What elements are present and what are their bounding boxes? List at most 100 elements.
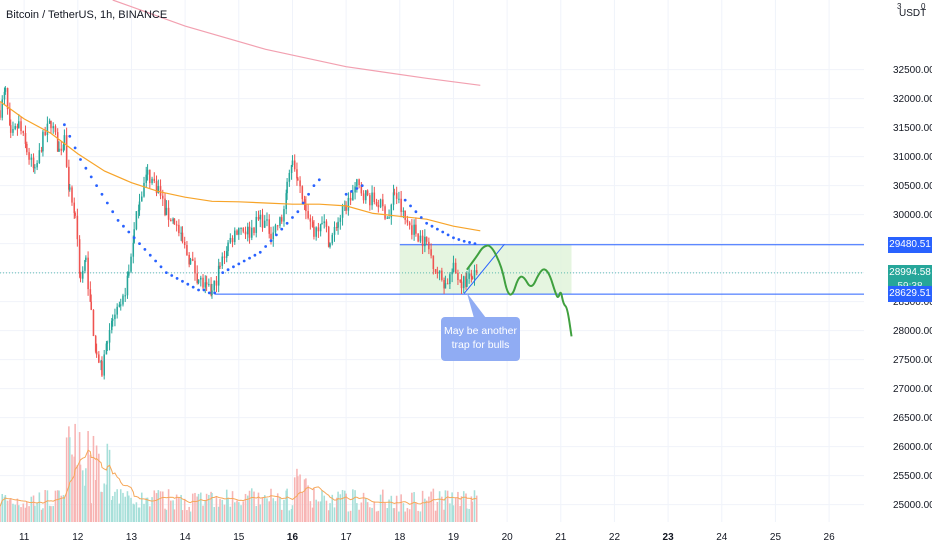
time-tick-label-10: 21 <box>555 532 567 543</box>
volume-bar-150 <box>293 477 296 522</box>
candle-body-232 <box>462 276 465 289</box>
volume-bar-57 <box>106 443 109 522</box>
volume-bar-68 <box>128 495 130 522</box>
sar-dot-62 <box>457 238 461 241</box>
candle-body-151 <box>296 169 298 179</box>
candle-body-88 <box>167 207 170 220</box>
volume-bar-0 <box>0 506 1 522</box>
candle-body-10 <box>18 121 20 129</box>
candle-body-41 <box>78 239 81 274</box>
volume-bar-44 <box>84 485 86 522</box>
moving-average-pink-line <box>112 0 481 86</box>
candle-body-168 <box>329 243 331 247</box>
time-tick-label-7: 18 <box>394 532 406 543</box>
sar-dot-6 <box>95 184 98 188</box>
candle-body-227 <box>452 262 455 272</box>
time-axis-background <box>0 522 864 550</box>
candle-body-40 <box>76 215 79 240</box>
candle-body-190 <box>375 202 378 205</box>
candle-body-34 <box>65 135 68 167</box>
candle-body-164 <box>321 223 323 225</box>
candle-body-144 <box>283 209 285 222</box>
annotation-callout[interactable]: May be another trap for bulls <box>441 317 520 361</box>
candle-body-118 <box>227 242 229 252</box>
sar-dot-39 <box>274 233 278 237</box>
volume-bar-223 <box>444 490 447 522</box>
volume-bar-80 <box>151 497 153 522</box>
time-tick-label-2: 13 <box>126 532 138 543</box>
candle-body-222 <box>443 279 445 289</box>
sar-dot-31 <box>232 265 235 269</box>
volume-bar-10 <box>18 505 20 522</box>
price-tick-label-7: 28500.00 <box>893 297 932 308</box>
sar-dot-24 <box>191 285 195 289</box>
volume-bar-200 <box>395 495 398 522</box>
candle-body-210 <box>417 233 419 242</box>
candle-body-216 <box>430 249 432 256</box>
candle-body-223 <box>444 283 447 289</box>
candle-body-149 <box>291 160 294 166</box>
candle-body-73 <box>137 210 140 212</box>
volume-bar-78 <box>146 497 149 522</box>
candle-body-180 <box>354 186 356 193</box>
volume-bar-182 <box>358 509 360 522</box>
currency-label[interactable]: USDT <box>899 8 927 19</box>
sar-dot-44 <box>301 201 305 205</box>
volume-bar-115 <box>221 499 224 522</box>
volume-bar-71 <box>133 504 135 522</box>
candle-body-205 <box>406 219 409 223</box>
candle-body-82 <box>155 181 158 193</box>
candle-body-147 <box>288 172 291 182</box>
volume-bar-153 <box>299 474 301 522</box>
volume-bar-168 <box>329 503 331 522</box>
volume-bar-33 <box>63 497 66 522</box>
volume-bar-53 <box>100 491 102 522</box>
volume-bar-43 <box>81 470 84 522</box>
volume-bar-25 <box>48 505 51 522</box>
volume-bar-27 <box>52 506 54 522</box>
candle-body-87 <box>165 207 168 215</box>
candle-body-127 <box>246 226 249 235</box>
candle-body-148 <box>290 165 293 173</box>
price-label-current-text: 28994.58 <box>889 266 931 278</box>
candle-body-173 <box>339 217 342 222</box>
time-axis[interactable]: 11 12 13 14 15 16 17 18 19 20 21 22 23 24 25 26 <box>0 522 864 550</box>
sar-dot-52 <box>403 198 407 202</box>
candle-body-153 <box>299 180 301 187</box>
volume-bar-109 <box>210 491 212 522</box>
candle-body-100 <box>191 258 194 261</box>
candle-body-188 <box>371 192 373 206</box>
volume-bar-34 <box>65 437 68 522</box>
candle-body-24 <box>46 123 49 136</box>
sar-dot-22 <box>181 279 184 283</box>
volume-bar-233 <box>465 493 467 522</box>
sar-dot-20 <box>170 274 174 277</box>
volume-bar-23 <box>44 490 46 522</box>
candle-body-226 <box>451 271 453 275</box>
volume-bar-238 <box>473 490 476 522</box>
candle-body-67 <box>126 275 129 296</box>
price-tick-label-1: 25500.00 <box>893 471 932 482</box>
sar-dot-49 <box>350 190 353 193</box>
volume-bar-50 <box>94 479 97 522</box>
volume-bar-215 <box>428 496 430 522</box>
volume-bar-208 <box>413 492 415 522</box>
volume-bar-76 <box>143 503 145 522</box>
volume-bar-103 <box>197 493 200 522</box>
volume-bar-207 <box>411 492 413 522</box>
candle-body-6 <box>9 125 12 133</box>
time-tick-label-11: 22 <box>609 532 621 543</box>
volume-bar-132 <box>257 492 260 522</box>
volume-bar-101 <box>194 492 196 522</box>
volume-bar-5 <box>9 499 11 522</box>
candle-body-235 <box>468 273 470 279</box>
candle-body-218 <box>434 269 437 273</box>
sar-dot-3 <box>79 158 82 161</box>
sar-dot-25 <box>197 288 200 292</box>
candle-body-39 <box>74 212 76 216</box>
volume-bar-11 <box>20 507 22 522</box>
volume-bar-211 <box>419 511 422 522</box>
candle-body-16 <box>30 157 33 160</box>
volume-bar-82 <box>155 493 158 522</box>
